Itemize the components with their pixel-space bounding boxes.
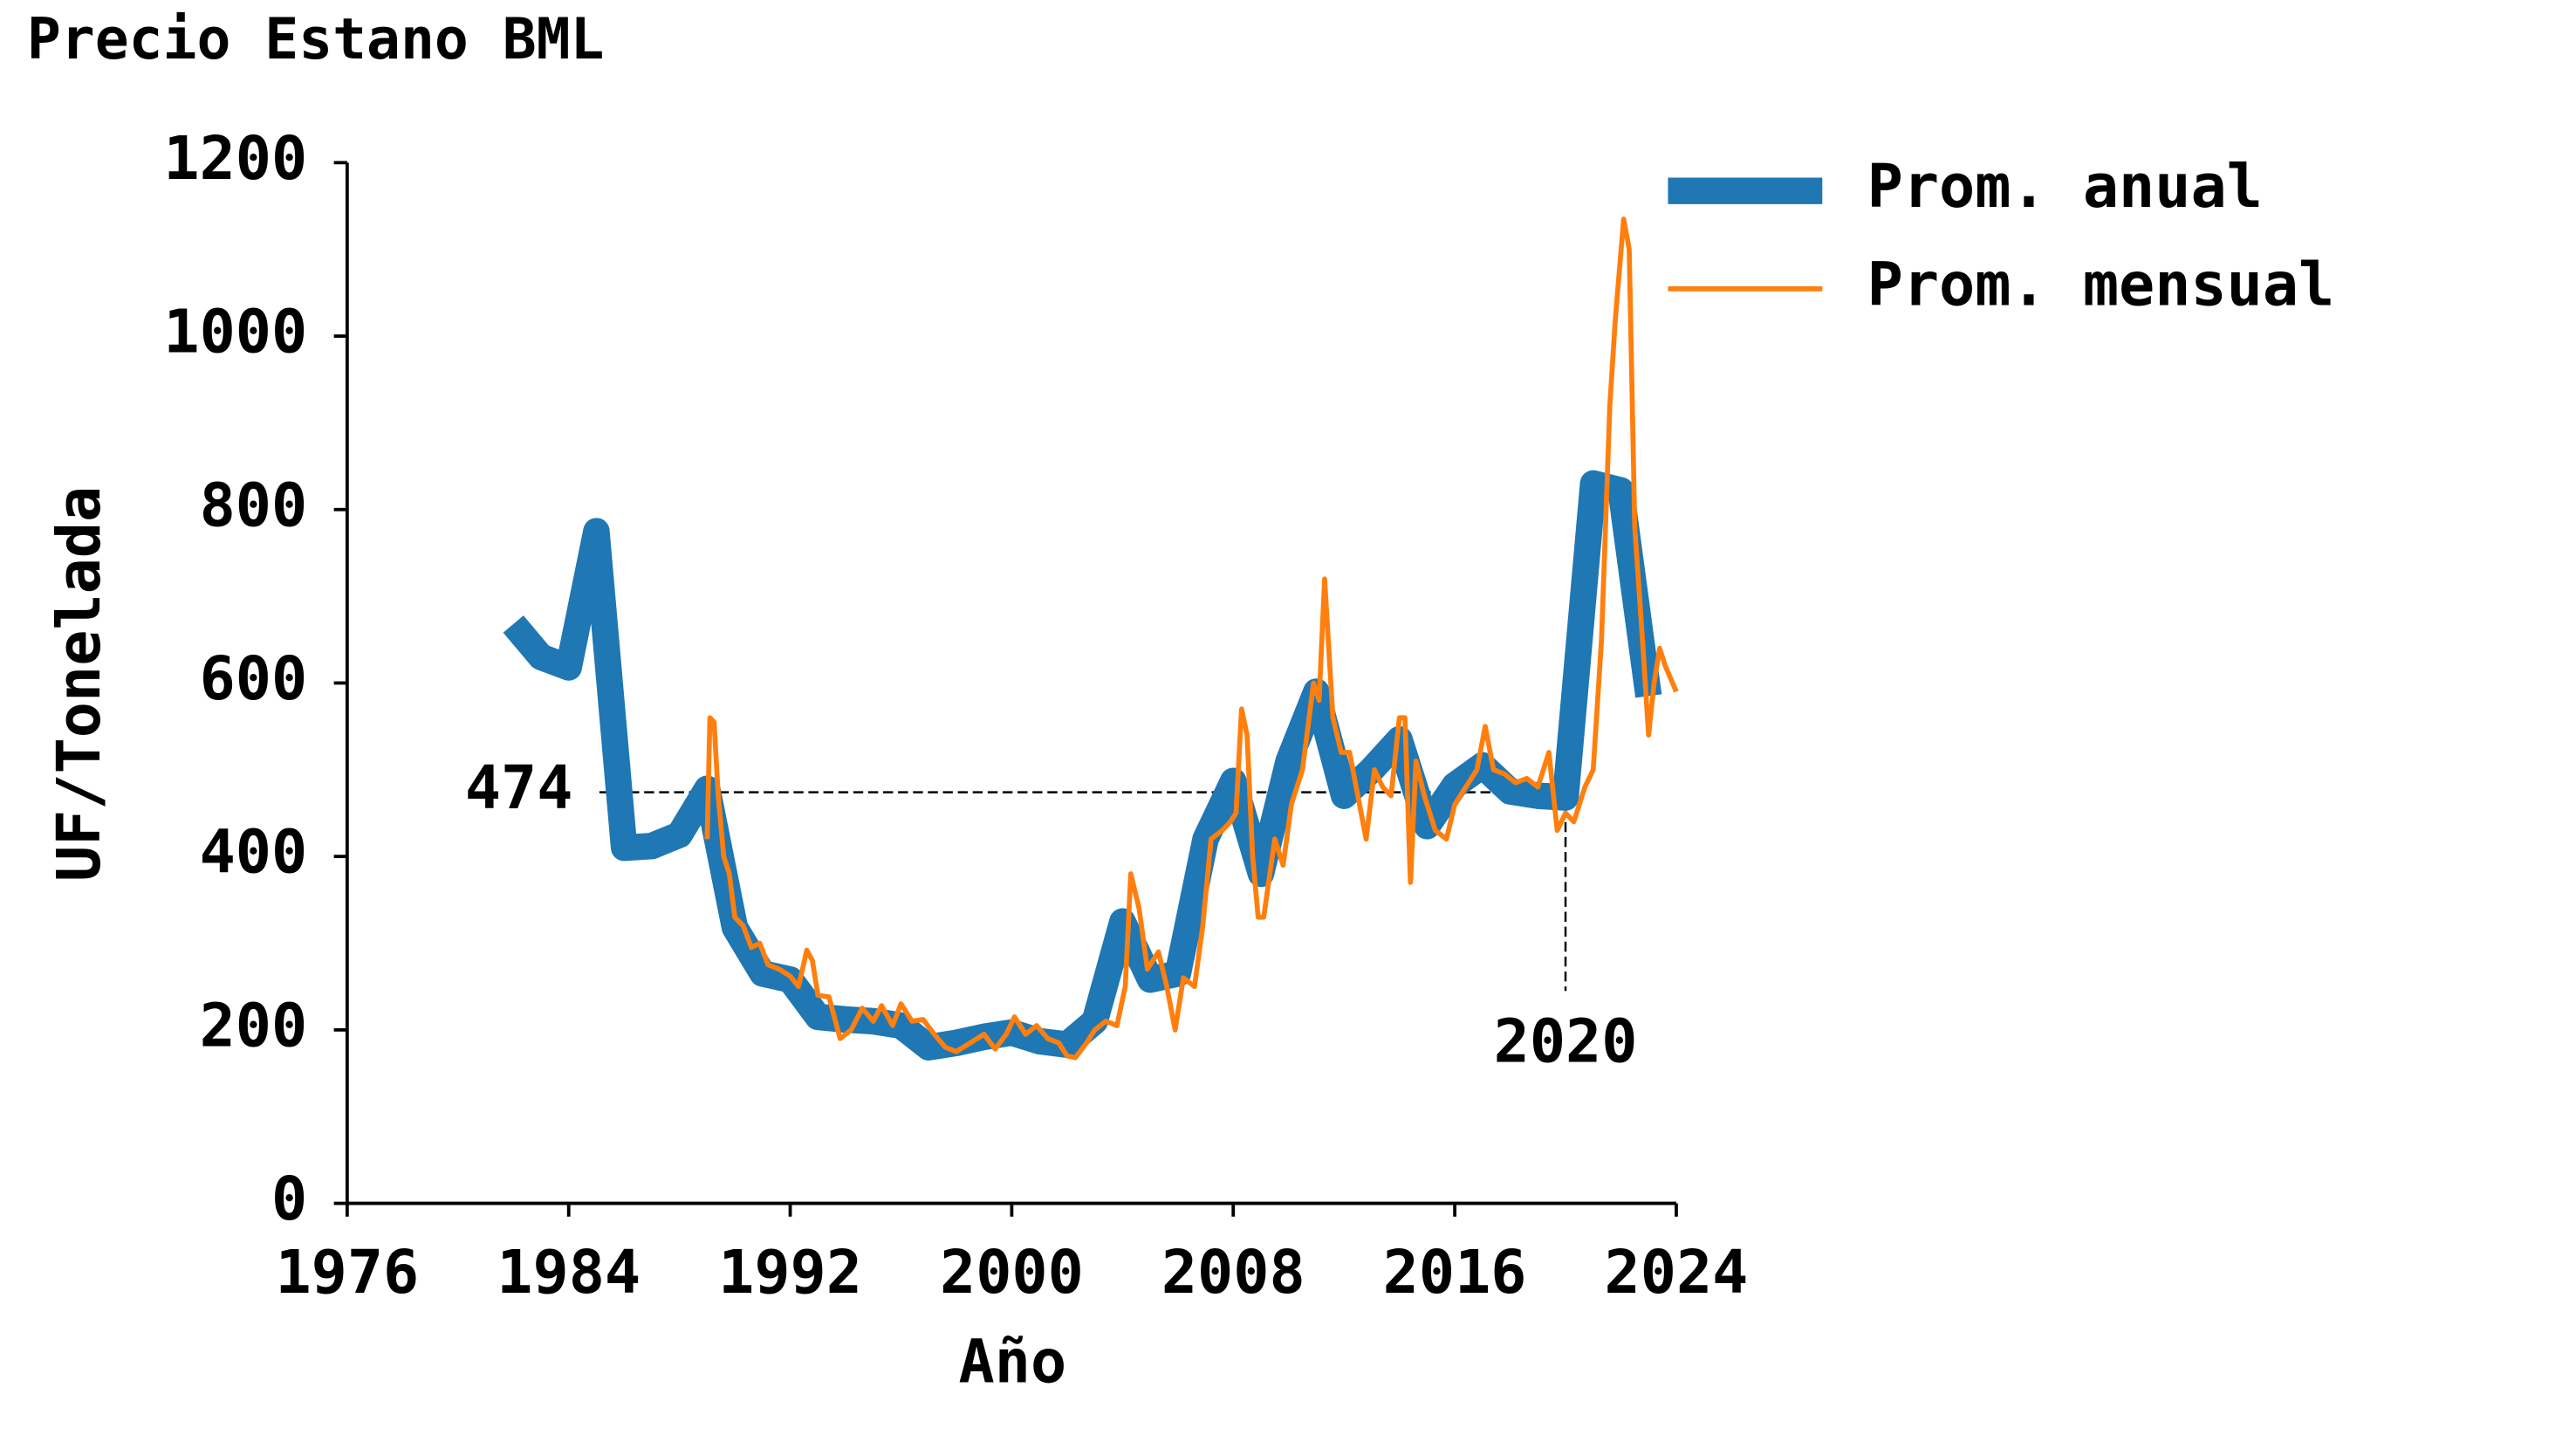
legend-label: Prom. anual [1867, 152, 2263, 222]
y-tick-label: 800 [200, 470, 308, 540]
x-tick-label: 2000 [940, 1238, 1084, 1308]
y-tick-label: 600 [200, 644, 308, 714]
x-tick-label: 1992 [718, 1238, 862, 1308]
x-tick-label: 2024 [1605, 1238, 1749, 1308]
y-tick-label: 0 [271, 1164, 307, 1234]
annotation: 474 [465, 753, 573, 823]
y-axis-label: UF/Tonelada [45, 486, 114, 882]
x-axis-label: Año [959, 1327, 1067, 1397]
x-tick-label: 2016 [1383, 1238, 1527, 1308]
line-series [704, 216, 1679, 1061]
legend-label: Prom. mensual [1867, 250, 2335, 319]
y-tick-label: 1200 [163, 124, 307, 194]
x-tick-label: 1976 [275, 1238, 419, 1308]
y-tick-label: 400 [200, 818, 308, 888]
y-tick-label: 200 [200, 991, 308, 1061]
line-series [503, 470, 1662, 1061]
x-tick-label: 1984 [497, 1238, 641, 1308]
annotation: 2020 [1494, 1006, 1638, 1076]
chart-title: Precio Estano BML [27, 7, 605, 72]
y-tick-label: 1000 [163, 298, 307, 367]
x-tick-label: 2008 [1161, 1238, 1305, 1308]
